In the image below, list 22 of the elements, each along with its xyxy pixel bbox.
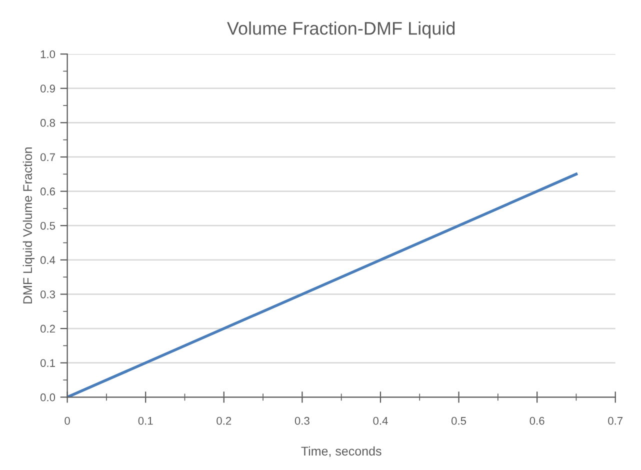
y-tick-label: 0.4 <box>40 256 56 264</box>
y-tick-label: 0.9 <box>40 84 55 92</box>
x-tick-label: 0.6 <box>530 416 544 425</box>
y-axis-title: DMF Liquid Volume Fraction <box>22 148 34 304</box>
x-tick-label: 0.7 <box>608 416 623 425</box>
y-tick-label: 0.5 <box>40 222 56 230</box>
x-tick-label: 0.4 <box>373 416 388 425</box>
y-tick-label: 1.0 <box>40 50 56 58</box>
y-tick-label: 0.0 <box>40 393 56 402</box>
x-tick-label: 0.5 <box>451 416 466 425</box>
x-tick-label: 0.3 <box>294 416 310 425</box>
x-axis-title: Time, seconds <box>301 446 382 458</box>
y-tick-label: 0.2 <box>40 324 55 333</box>
chart-title: Volume Fraction-DMF Liquid <box>227 22 455 38</box>
x-tick-label: 0.1 <box>138 416 153 425</box>
y-tick-label: 0.7 <box>40 153 55 162</box>
y-tick-label: 0.8 <box>40 118 56 127</box>
x-tick-label: 0 <box>64 416 70 425</box>
x-tick-label: 0.2 <box>216 416 232 425</box>
y-tick-label: 0.3 <box>40 290 56 298</box>
y-tick-label: 0.6 <box>40 188 56 196</box>
y-tick-label: 0.1 <box>40 359 55 367</box>
